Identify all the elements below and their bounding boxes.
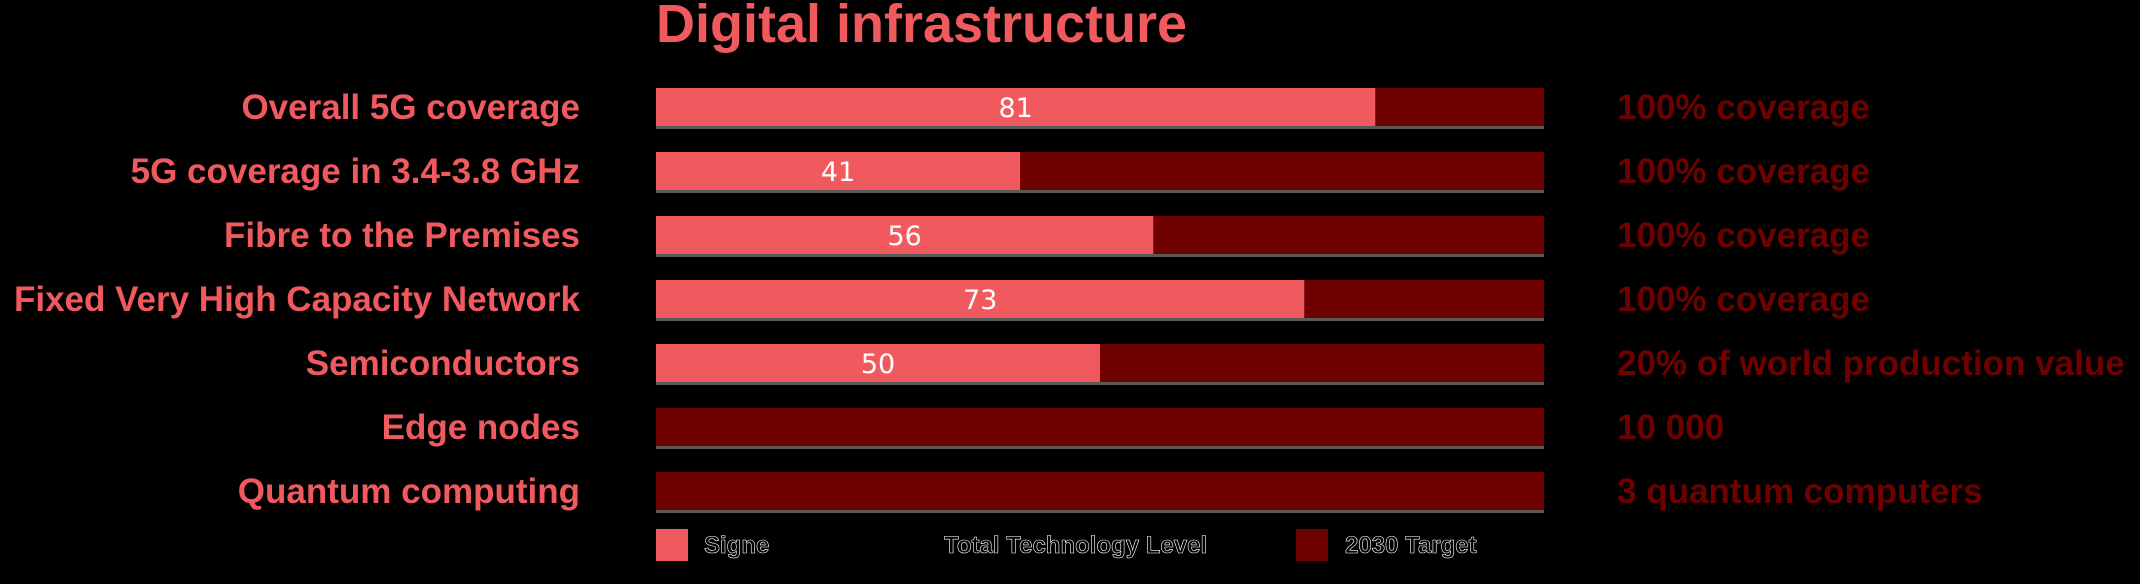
category-label: Semiconductors [306, 344, 580, 383]
chart-row: Semiconductors 50 20% of world production … [306, 344, 2125, 385]
legend-label: Signe [704, 532, 769, 559]
legend-item: Total Technology Level [944, 532, 1208, 560]
value-label: 56 [887, 221, 921, 252]
target-label: 10 000 [1617, 408, 1724, 447]
target-label: 100% coverage [1617, 216, 1870, 255]
target-bar [656, 472, 1544, 510]
progress-bar [656, 216, 1154, 254]
progress-bar [656, 280, 1305, 318]
chart-row: Fibre to the Premises 56 100% coverage [224, 216, 1870, 257]
category-label: Overall 5G coverage [241, 88, 580, 127]
legend-item: 2030 Target [1296, 529, 1477, 561]
target-label: 3 quantum computers [1617, 472, 1983, 511]
progress-bar [656, 344, 1100, 382]
value-label: 81 [998, 93, 1032, 124]
legend-label: Total Technology Level [944, 532, 1207, 559]
value-label: 41 [821, 157, 855, 188]
value-label: 50 [861, 349, 895, 380]
target-label: 20% of world production value [1617, 344, 2125, 383]
category-label: Fibre to the Premises [224, 216, 580, 255]
category-label: Quantum computing [238, 472, 580, 511]
legend-swatch [1296, 529, 1328, 561]
target-label: 100% coverage [1617, 152, 1870, 191]
chart-title: Digital infrastructure [656, 0, 1187, 54]
chart-legend: Signe Total Technology Level 2030 Target [656, 529, 1477, 561]
target-bar [656, 408, 1544, 446]
legend-swatch [656, 529, 688, 561]
category-label: Edge nodes [382, 408, 580, 447]
progress-bar [656, 152, 1021, 190]
target-label: 100% coverage [1617, 280, 1870, 319]
chart-row: Overall 5G coverage 81 100% coverage [241, 88, 1870, 129]
target-label: 100% coverage [1617, 88, 1870, 127]
legend-label: 2030 Target [1345, 532, 1477, 559]
category-label: Fixed Very High Capacity Network [14, 280, 581, 319]
chart-row: Fixed Very High Capacity Network 73 100% c… [14, 280, 1870, 321]
progress-bar [656, 88, 1376, 126]
legend-item: Signe [656, 529, 770, 561]
category-label: 5G coverage in 3.4-3.8 GHz [131, 152, 580, 191]
chart-row: 5G coverage in 3.4-3.8 GHz 41 100% coverag… [131, 152, 1870, 193]
value-label: 73 [963, 285, 997, 316]
chart-row: Edge nodes 10 000 [382, 408, 1724, 449]
chart-row: Quantum computing 3 quantum computers [238, 472, 1983, 513]
